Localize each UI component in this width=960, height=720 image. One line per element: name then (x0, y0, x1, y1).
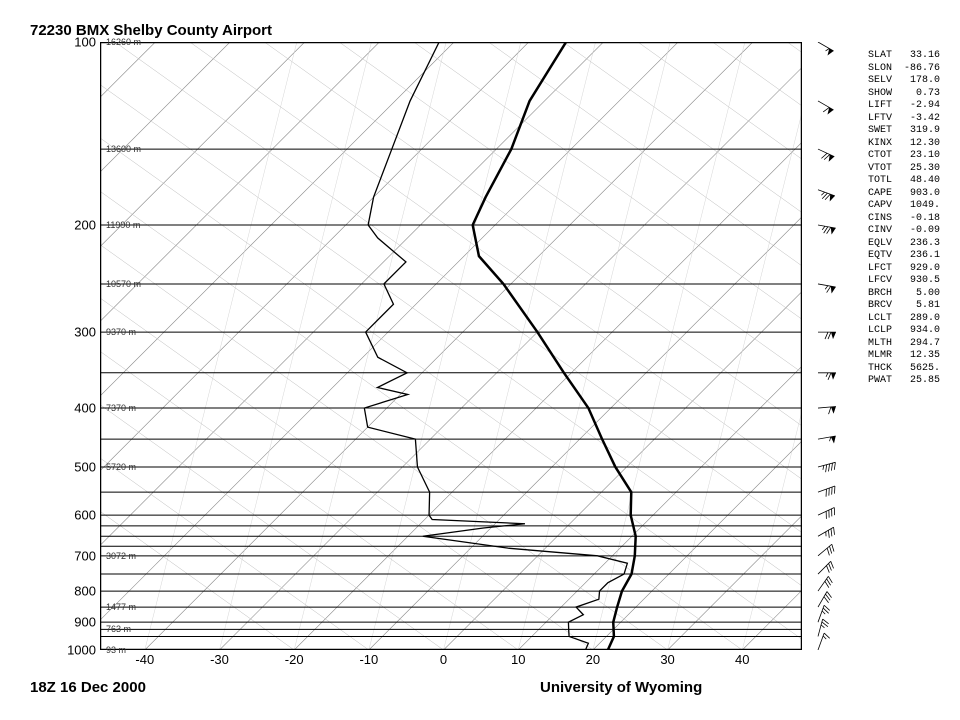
timestamp-label: 18Z 16 Dec 2000 (30, 679, 146, 696)
height-labels: 16260 m13600 m11990 m10570 m9370 m7370 m… (106, 42, 206, 650)
station-params: SLAT 33.16 SLON -86.76 SELV 178.0 SHOW 0… (868, 50, 940, 388)
chart-title: 72230 BMX Shelby County Airport (30, 22, 272, 39)
x-axis-labels: -40-30-20-10010203040 (100, 652, 802, 672)
wind-barbs (808, 42, 848, 650)
source-label: University of Wyoming (540, 679, 702, 696)
y-axis-labels: 1002003004005006007008009001000 (10, 42, 100, 650)
